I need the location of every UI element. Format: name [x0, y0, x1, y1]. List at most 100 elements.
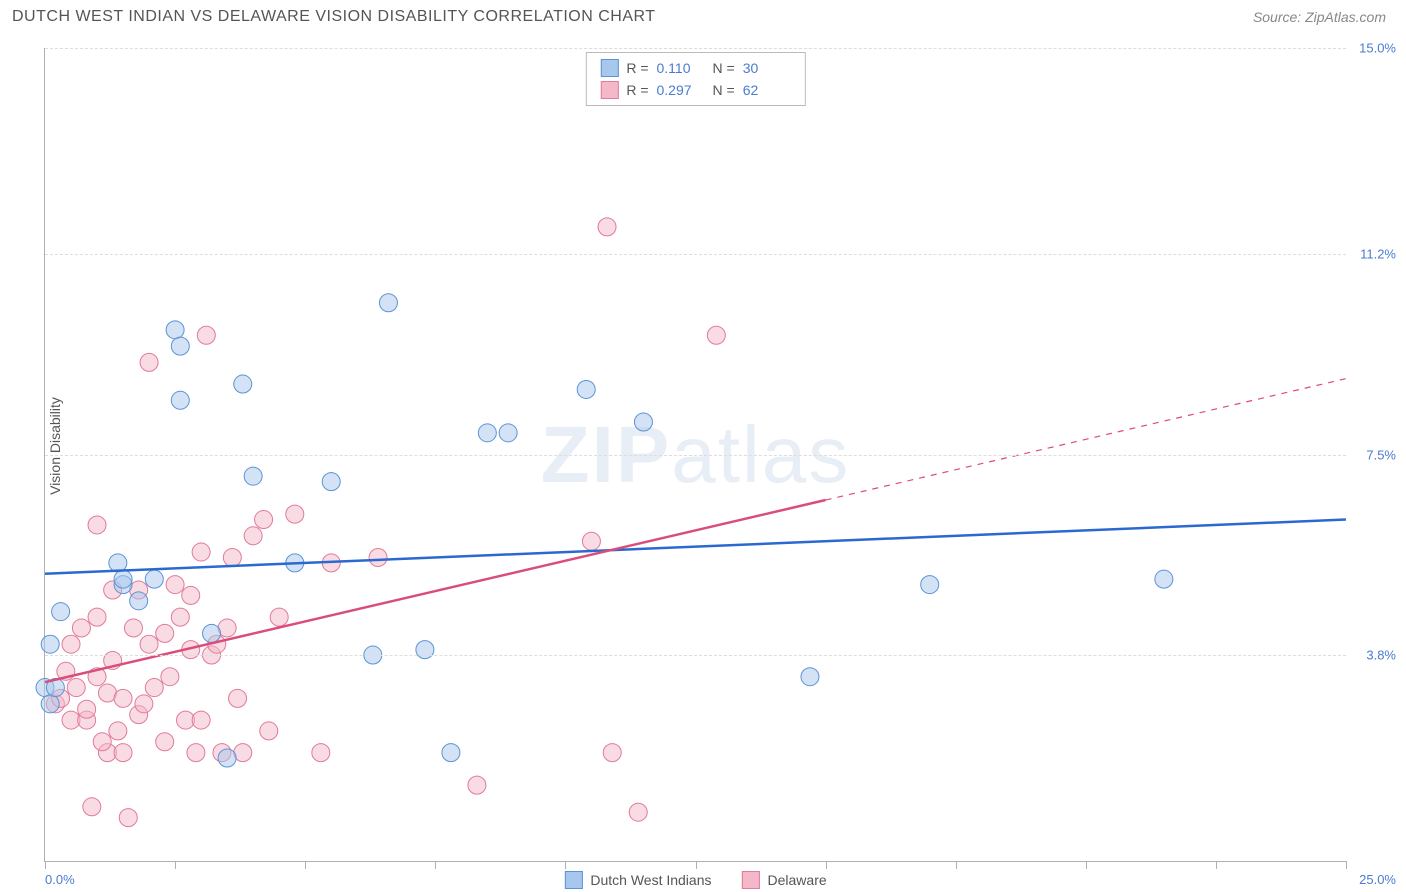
- legend-label-series1: Dutch West Indians: [590, 872, 711, 888]
- data-point: [156, 733, 174, 751]
- data-point: [78, 700, 96, 718]
- data-point: [499, 424, 517, 442]
- gridline: [45, 254, 1346, 255]
- x-tick: [1346, 861, 1347, 869]
- legend-item-series1: Dutch West Indians: [564, 871, 711, 889]
- data-point: [322, 473, 340, 491]
- data-point: [62, 635, 80, 653]
- data-point: [379, 294, 397, 312]
- data-point: [442, 744, 460, 762]
- data-point: [603, 744, 621, 762]
- legend-item-series2: Delaware: [742, 871, 827, 889]
- data-point: [114, 570, 132, 588]
- n-value-series1: 30: [743, 60, 791, 76]
- data-point: [135, 695, 153, 713]
- legend-swatch-series2: [742, 871, 760, 889]
- data-point: [52, 603, 70, 621]
- data-point: [218, 749, 236, 767]
- data-point: [921, 576, 939, 594]
- y-tick-label: 7.5%: [1366, 447, 1396, 462]
- stats-row-series1: R = 0.110 N = 30: [600, 57, 790, 79]
- trend-line: [45, 520, 1346, 574]
- y-tick-label: 11.2%: [1360, 246, 1396, 261]
- swatch-series1: [600, 59, 618, 77]
- data-point: [166, 321, 184, 339]
- gridline: [45, 48, 1346, 49]
- x-tick: [305, 861, 306, 869]
- y-tick-label: 3.8%: [1366, 648, 1396, 663]
- data-point: [223, 548, 241, 566]
- source-credit: Source: ZipAtlas.com: [1253, 9, 1386, 25]
- plot-region: ZIPatlas R = 0.110 N = 30 R = 0.297 N = …: [44, 48, 1346, 862]
- data-point: [145, 679, 163, 697]
- data-point: [140, 353, 158, 371]
- data-point: [166, 576, 184, 594]
- data-point: [187, 744, 205, 762]
- data-point: [72, 619, 90, 637]
- data-point: [156, 624, 174, 642]
- data-point: [577, 380, 595, 398]
- r-value-series2: 0.297: [657, 82, 705, 98]
- n-label: N =: [713, 60, 735, 76]
- data-point: [124, 619, 142, 637]
- data-point: [67, 679, 85, 697]
- data-point: [192, 711, 210, 729]
- chart-title: DUTCH WEST INDIAN VS DELAWARE VISION DIS…: [12, 8, 656, 26]
- data-point: [582, 532, 600, 550]
- data-point: [41, 635, 59, 653]
- trend-line-extrapolated: [826, 379, 1346, 500]
- data-point: [229, 689, 247, 707]
- x-tick: [956, 861, 957, 869]
- data-point: [140, 635, 158, 653]
- x-axis-max-label: 25.0%: [1359, 872, 1396, 887]
- n-value-series2: 62: [743, 82, 791, 98]
- data-point: [468, 776, 486, 794]
- data-point: [598, 218, 616, 236]
- data-point: [83, 798, 101, 816]
- data-point: [260, 722, 278, 740]
- stats-row-series2: R = 0.297 N = 62: [600, 79, 790, 101]
- chart-area: ZIPatlas R = 0.110 N = 30 R = 0.297 N = …: [44, 48, 1346, 862]
- data-point: [161, 668, 179, 686]
- x-tick: [826, 861, 827, 869]
- legend: Dutch West Indians Delaware: [564, 871, 826, 889]
- data-point: [478, 424, 496, 442]
- n-label: N =: [713, 82, 735, 98]
- stats-box: R = 0.110 N = 30 R = 0.297 N = 62: [585, 52, 805, 106]
- r-label: R =: [626, 60, 648, 76]
- data-point: [634, 413, 652, 431]
- data-point: [41, 695, 59, 713]
- data-point: [145, 570, 163, 588]
- data-point: [707, 326, 725, 344]
- data-point: [369, 548, 387, 566]
- data-point: [629, 803, 647, 821]
- gridline: [45, 655, 1346, 656]
- legend-swatch-series1: [564, 871, 582, 889]
- gridline: [45, 455, 1346, 456]
- data-point: [203, 624, 221, 642]
- data-point: [244, 467, 262, 485]
- x-tick: [1216, 861, 1217, 869]
- data-point: [130, 592, 148, 610]
- x-axis-min-label: 0.0%: [45, 872, 75, 887]
- x-tick: [435, 861, 436, 869]
- data-point: [270, 608, 288, 626]
- data-point: [244, 527, 262, 545]
- legend-label-series2: Delaware: [768, 872, 827, 888]
- r-value-series1: 0.110: [657, 60, 705, 76]
- data-point: [255, 511, 273, 529]
- data-point: [1155, 570, 1173, 588]
- data-point: [801, 668, 819, 686]
- data-point: [182, 586, 200, 604]
- data-point: [192, 543, 210, 561]
- swatch-series2: [600, 81, 618, 99]
- y-tick-label: 15.0%: [1359, 41, 1396, 56]
- data-point: [312, 744, 330, 762]
- data-point: [234, 375, 252, 393]
- x-tick: [696, 861, 697, 869]
- data-point: [88, 608, 106, 626]
- data-point: [171, 391, 189, 409]
- data-point: [171, 337, 189, 355]
- data-point: [88, 516, 106, 534]
- x-tick: [565, 861, 566, 869]
